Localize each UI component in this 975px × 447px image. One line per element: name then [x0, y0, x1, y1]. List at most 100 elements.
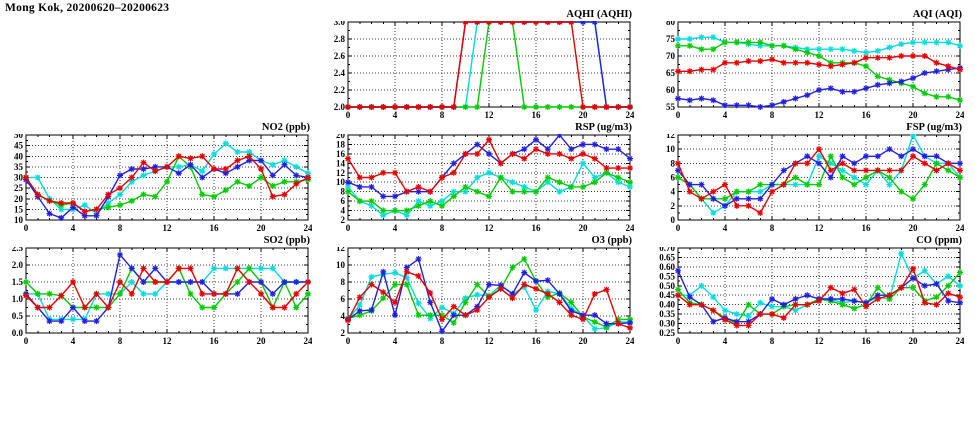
svg-text:24: 24	[956, 336, 965, 346]
svg-text:24: 24	[956, 223, 965, 233]
svg-text:2: 2	[671, 201, 676, 211]
svg-text:8: 8	[770, 336, 775, 346]
svg-text:6: 6	[671, 173, 676, 183]
svg-text:16: 16	[862, 110, 872, 120]
svg-text:4: 4	[341, 311, 346, 321]
svg-text:24: 24	[626, 110, 635, 120]
svg-text:8: 8	[440, 110, 445, 120]
svg-text:1.0: 1.0	[12, 294, 24, 304]
svg-text:30: 30	[14, 173, 24, 183]
svg-text:24: 24	[626, 223, 635, 233]
svg-text:40: 40	[14, 151, 24, 161]
svg-text:0.65: 0.65	[659, 252, 675, 262]
svg-text:20: 20	[257, 336, 267, 346]
svg-text:8: 8	[440, 223, 445, 233]
svg-text:0.5: 0.5	[12, 311, 24, 321]
chart-title-aqhi: AQHI (AQHI)	[566, 9, 632, 20]
svg-text:8: 8	[118, 223, 123, 233]
chart-aqhi: AQHI (AQHI) 2.0 2.2 2.4 2.6 2.8 3.0 0 4 8 12 16 20 2…	[322, 9, 634, 122]
chart-aqi: AQI (AQI) 55 60 65 70 75 80 0 4 8 12 16 20 24	[652, 9, 964, 122]
svg-text:4: 4	[393, 110, 398, 120]
chart-title-co: CO (ppm)	[916, 235, 962, 246]
svg-text:2.0: 2.0	[334, 102, 346, 112]
svg-text:4: 4	[341, 206, 346, 216]
svg-text:8: 8	[770, 110, 775, 120]
svg-text:16: 16	[210, 336, 220, 346]
svg-text:20: 20	[579, 336, 589, 346]
svg-text:24: 24	[304, 336, 313, 346]
chart-co: CO (ppm) 0.25 0.30 0.35 0.40 0.45 0.50 0.55 0.6…	[652, 235, 964, 348]
svg-text:4: 4	[393, 336, 398, 346]
svg-text:18: 18	[336, 139, 346, 149]
svg-text:0: 0	[676, 110, 681, 120]
svg-text:0.50: 0.50	[659, 281, 675, 291]
svg-text:12: 12	[163, 336, 173, 346]
svg-text:2: 2	[341, 215, 346, 225]
svg-text:16: 16	[210, 223, 220, 233]
svg-text:0.60: 0.60	[659, 262, 675, 272]
aqi-plot: 55 60 65 70 75 80 0 4 8 12 16 20 24	[666, 21, 964, 120]
svg-text:75: 75	[666, 34, 676, 44]
co-plot: 0.250.300.350.400.450.500.550.600.650.70…	[659, 247, 965, 346]
svg-text:2.8: 2.8	[334, 34, 346, 44]
svg-text:4: 4	[723, 223, 728, 233]
svg-text:16: 16	[532, 223, 542, 233]
svg-text:0: 0	[676, 223, 681, 233]
svg-text:60: 60	[666, 85, 676, 95]
svg-text:2.6: 2.6	[334, 51, 346, 61]
svg-text:15: 15	[14, 204, 24, 214]
svg-text:20: 20	[909, 110, 919, 120]
svg-text:12: 12	[815, 336, 825, 346]
so2-plot: 0.0 0.5 1.0 1.5 2.0 2.5 0 4 8 12 16 20 24	[12, 247, 313, 346]
svg-text:0: 0	[671, 215, 676, 225]
chart-o3: O3 (ppb) 2 4 6 8 10 12 0 4 8 12 16 20 24	[322, 235, 634, 348]
svg-text:10: 10	[336, 177, 346, 187]
chart-no2: NO2 (ppb) 10 15 20 25 30 35 40 45 50 0 4 8 12 16 20 24	[0, 122, 312, 235]
svg-text:12: 12	[336, 247, 346, 253]
chart-title-o3: O3 (ppb)	[591, 235, 632, 246]
chart-title-so2: SO2 (ppb)	[263, 235, 310, 246]
svg-text:8: 8	[671, 158, 676, 168]
svg-text:4: 4	[723, 336, 728, 346]
svg-text:16: 16	[862, 223, 872, 233]
svg-text:2.4: 2.4	[334, 68, 346, 78]
svg-text:0: 0	[24, 223, 29, 233]
svg-text:12: 12	[485, 223, 495, 233]
chart-title-aqi: AQI (AQI)	[912, 9, 962, 20]
svg-text:16: 16	[532, 336, 542, 346]
svg-text:4: 4	[723, 110, 728, 120]
svg-text:24: 24	[304, 223, 313, 233]
svg-text:1.5: 1.5	[12, 277, 24, 287]
svg-text:0: 0	[346, 336, 351, 346]
svg-text:4: 4	[71, 336, 76, 346]
svg-text:20: 20	[909, 223, 919, 233]
svg-text:25: 25	[14, 183, 24, 193]
svg-text:12: 12	[485, 110, 495, 120]
svg-text:2: 2	[341, 328, 346, 338]
svg-text:20: 20	[336, 134, 346, 140]
svg-text:2.2: 2.2	[334, 85, 346, 95]
svg-text:6: 6	[341, 294, 346, 304]
chart-so2: SO2 (ppb) 0.0 0.5 1.0 1.5 2.0 2.5 0 4 8 12 16 20 24	[0, 235, 312, 348]
svg-text:12: 12	[815, 223, 825, 233]
svg-text:0: 0	[346, 110, 351, 120]
svg-text:65: 65	[666, 68, 676, 78]
svg-text:10: 10	[666, 144, 676, 154]
chart-rsp: RSP (ug/m3) 2 4 6 8 10 12 14 16 18 20 0 4 8 12 16 20 24	[322, 122, 634, 235]
svg-text:2.0: 2.0	[12, 260, 24, 270]
svg-text:3.0: 3.0	[334, 21, 346, 27]
svg-text:20: 20	[909, 336, 919, 346]
svg-text:12: 12	[485, 336, 495, 346]
svg-text:20: 20	[257, 223, 267, 233]
svg-text:16: 16	[336, 149, 346, 159]
svg-text:35: 35	[14, 162, 24, 172]
svg-text:8: 8	[341, 187, 346, 197]
chart-fsp: FSP (ug/m3) 0 2 4 6 8 10 12 0 4 8 12 16 20 24	[652, 122, 964, 235]
svg-text:70: 70	[666, 51, 676, 61]
svg-text:80: 80	[666, 21, 676, 27]
svg-text:20: 20	[579, 223, 589, 233]
